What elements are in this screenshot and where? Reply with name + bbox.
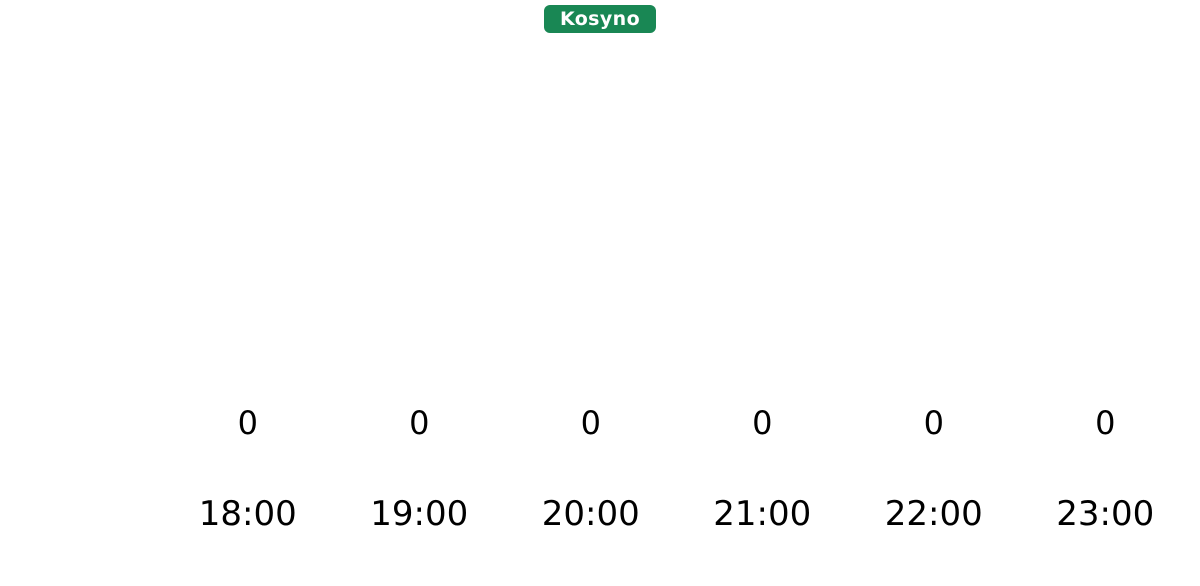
value-label: 0 bbox=[409, 404, 430, 442]
chart-legend: Kosyno bbox=[0, 5, 1200, 33]
legend-badge[interactable]: Kosyno bbox=[543, 5, 657, 33]
x-axis-tick-label: 19:00 bbox=[370, 494, 469, 534]
x-axis-tick-label: 18:00 bbox=[198, 494, 297, 534]
x-axis-labels-row: 18:00 19:00 20:00 21:00 22:00 23:00 bbox=[162, 493, 1191, 535]
x-axis-tick-label: 22:00 bbox=[884, 494, 983, 534]
value-label: 0 bbox=[752, 404, 773, 442]
value-labels-row: 0 0 0 0 0 0 bbox=[162, 403, 1191, 443]
x-axis-tick-label: 21:00 bbox=[713, 494, 812, 534]
x-axis-tick-label: 23:00 bbox=[1056, 494, 1155, 534]
x-axis-tick-label: 20:00 bbox=[541, 494, 640, 534]
value-label: 0 bbox=[923, 404, 944, 442]
value-label: 0 bbox=[237, 404, 258, 442]
value-label: 0 bbox=[1095, 404, 1116, 442]
value-label: 0 bbox=[580, 404, 601, 442]
